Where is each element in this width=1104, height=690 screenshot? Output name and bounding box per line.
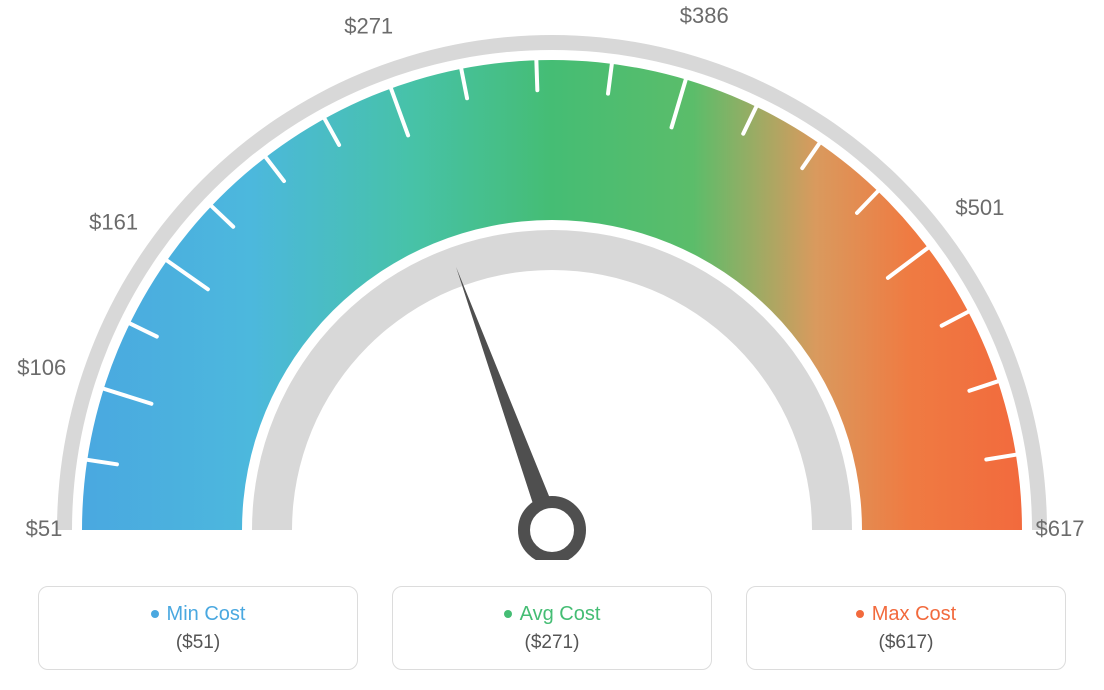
legend-card-header: Avg Cost	[504, 603, 601, 626]
legend-card-header: Min Cost	[151, 603, 246, 626]
gauge-tick-label: $386	[680, 3, 729, 28]
gauge-tick-label: $271	[344, 13, 393, 38]
legend-card-min: Min Cost ($51)	[38, 586, 358, 670]
legend-card-max: Max Cost ($617)	[746, 586, 1066, 670]
legend-label: Avg Cost	[520, 603, 601, 626]
gauge-tick-label: $617	[1036, 516, 1085, 541]
gauge-chart: $51 $106 $161 $271 $386 $501 $617	[0, 0, 1104, 560]
gauge-tick-label: $501	[955, 195, 1004, 220]
legend-value: ($51)	[176, 632, 220, 654]
legend-row: Min Cost ($51) Avg Cost ($271) Max Cost ($617…	[0, 586, 1104, 670]
gauge-tick-label: $106	[17, 355, 66, 380]
gauge-svg: $51 $106 $161 $271 $386 $501 $617	[0, 0, 1104, 560]
gauge-tick-label: $51	[26, 516, 63, 541]
gauge-needle-hub	[524, 502, 580, 558]
legend-card-avg: Avg Cost ($271)	[392, 586, 712, 670]
legend-card-header: Max Cost	[856, 603, 956, 626]
gauge-tick-minor	[536, 60, 537, 90]
legend-dot-avg	[504, 610, 512, 618]
legend-dot-min	[151, 610, 159, 618]
legend-label: Min Cost	[167, 603, 246, 626]
legend-value: ($617)	[879, 632, 934, 654]
legend-dot-max	[856, 610, 864, 618]
gauge-tick-label: $161	[89, 209, 138, 234]
gauge-color-arc	[82, 60, 1022, 530]
legend-label: Max Cost	[872, 603, 956, 626]
gauge-needle	[456, 267, 561, 533]
legend-value: ($271)	[525, 632, 580, 654]
